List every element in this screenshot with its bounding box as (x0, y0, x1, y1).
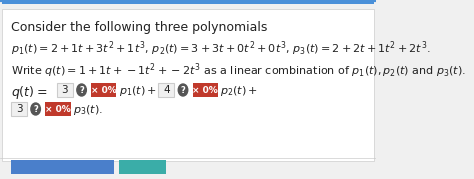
FancyBboxPatch shape (192, 83, 218, 97)
FancyBboxPatch shape (57, 83, 73, 97)
Text: 3: 3 (16, 104, 22, 114)
Text: × 0%: × 0% (192, 86, 218, 95)
Text: ?: ? (181, 86, 185, 95)
Circle shape (31, 103, 40, 115)
Bar (11, 160, 114, 174)
Text: $p_2(t)+$: $p_2(t)+$ (220, 84, 258, 98)
FancyBboxPatch shape (1, 9, 374, 161)
FancyBboxPatch shape (45, 102, 71, 116)
FancyBboxPatch shape (11, 102, 27, 116)
Circle shape (77, 84, 86, 96)
Text: 3: 3 (62, 85, 68, 95)
Text: Consider the following three polynomials: Consider the following three polynomials (11, 21, 267, 34)
Bar (1, 0, 374, 4)
Text: 4: 4 (163, 85, 170, 95)
Text: ?: ? (33, 105, 38, 113)
Text: × 0%: × 0% (91, 86, 117, 95)
Text: $p_3(t).$: $p_3(t).$ (73, 103, 103, 117)
Text: Write $q(t) = 1 + 1t + -1t^2 + -2t^3$ as a linear combination of $p_1(t), p_2(t): Write $q(t) = 1 + 1t + -1t^2 + -2t^3$ as… (11, 61, 466, 80)
FancyBboxPatch shape (158, 83, 174, 97)
Text: $q(t) =$: $q(t) =$ (11, 84, 47, 101)
Text: ?: ? (79, 86, 84, 95)
Circle shape (178, 84, 188, 96)
FancyBboxPatch shape (91, 83, 117, 97)
Text: × 0%: × 0% (45, 105, 71, 113)
Text: $p_1(t) = 2 + 1t + 3t^2 + 1t^3,\, p_2(t) = 3 + 3t + 0t^2 + 0t^3,\, p_3(t) = 2 + : $p_1(t) = 2 + 1t + 3t^2 + 1t^3,\, p_2(t)… (11, 39, 431, 58)
Text: $p_1(t)+$: $p_1(t)+$ (119, 84, 156, 98)
Bar (119, 160, 166, 174)
